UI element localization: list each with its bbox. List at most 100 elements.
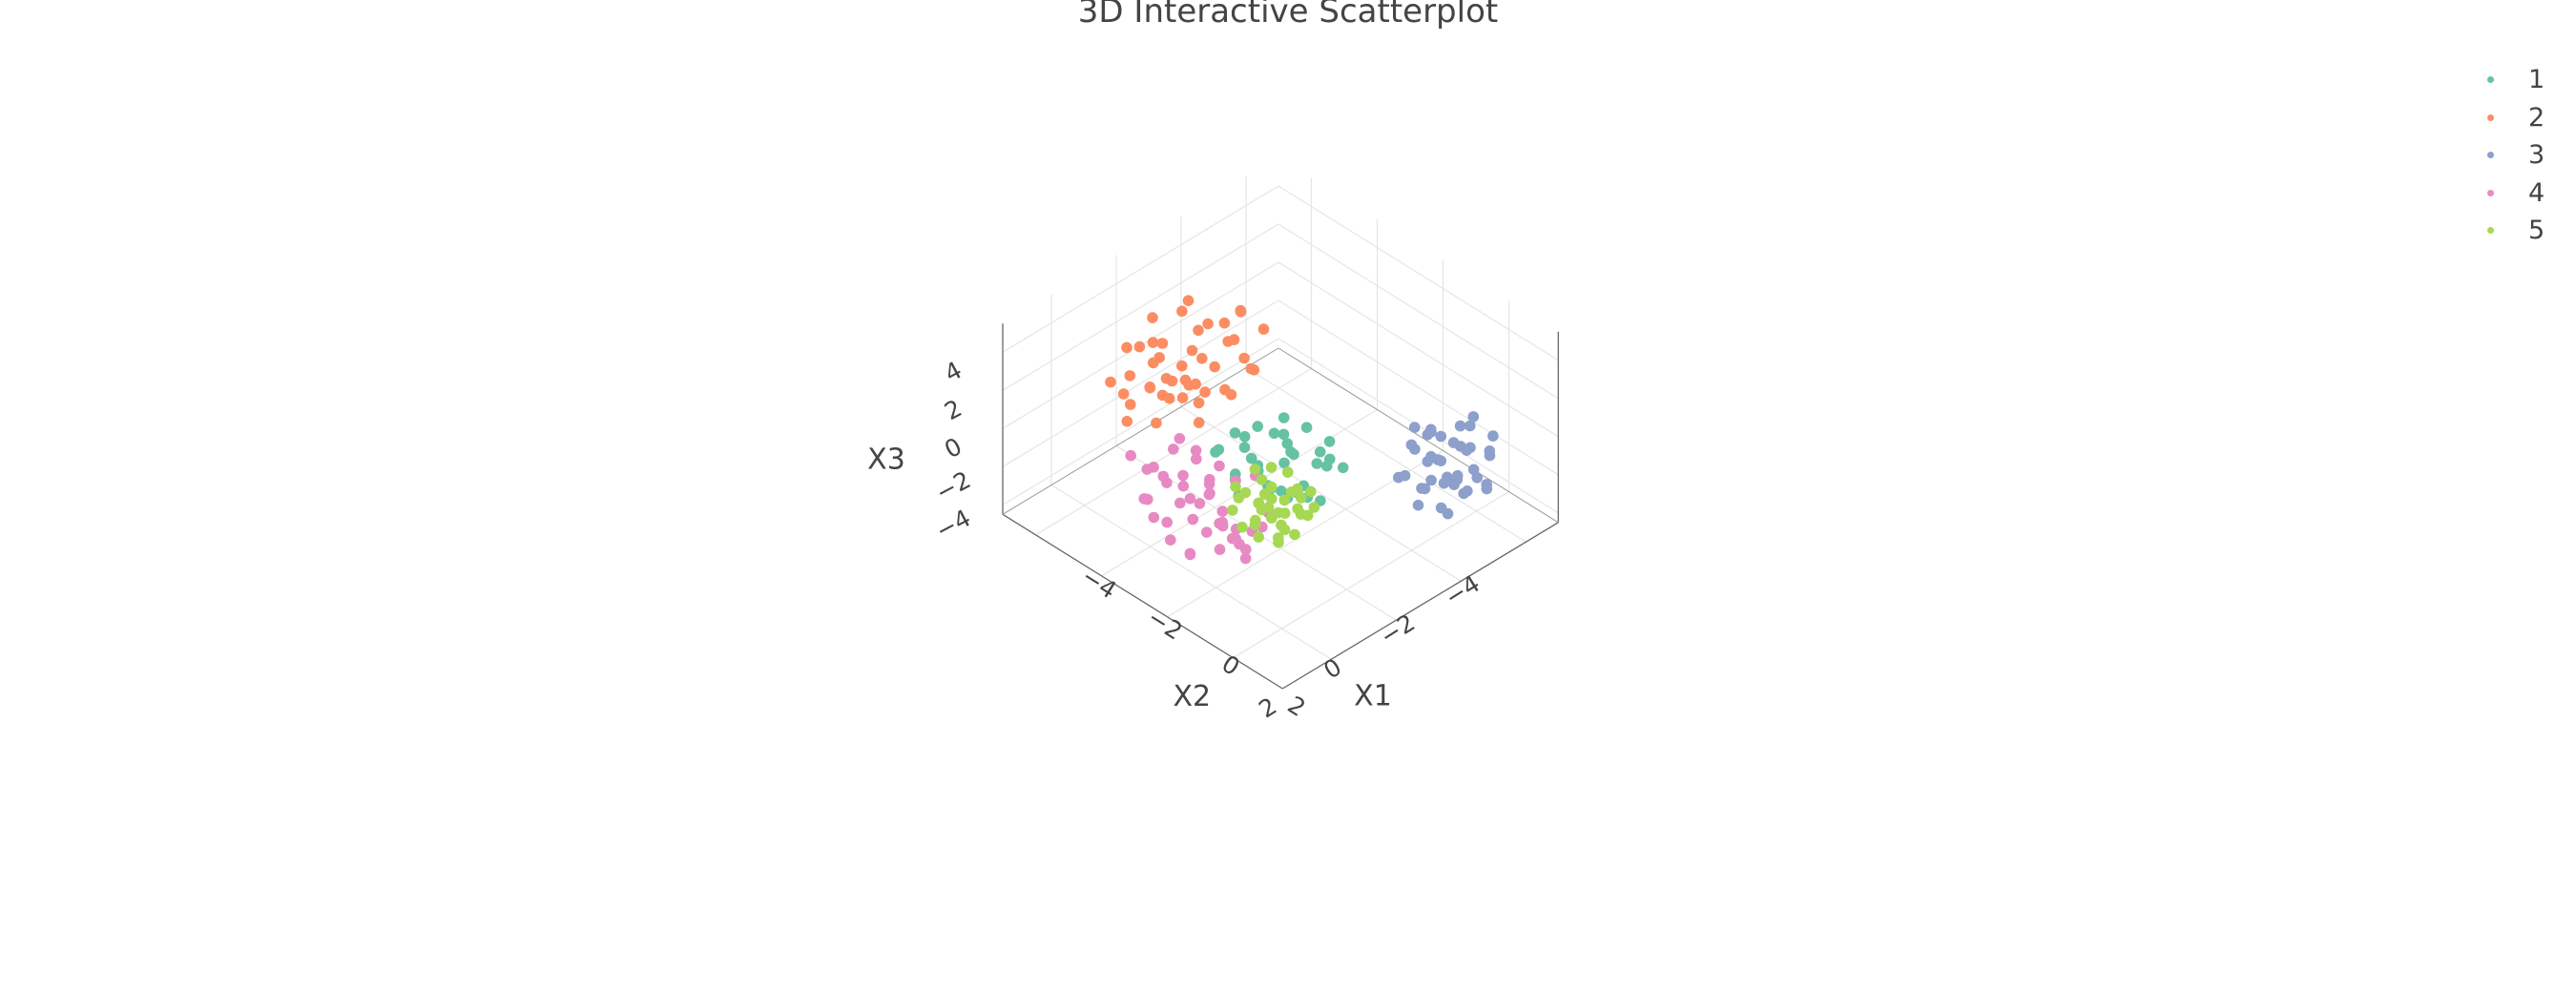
series-3 (1393, 411, 1499, 520)
data-point (1435, 455, 1447, 467)
data-point (1238, 352, 1250, 364)
axis-line-x1 (1002, 513, 1283, 690)
series-4 (1125, 433, 1275, 565)
data-point (1216, 505, 1229, 517)
data-point (1258, 488, 1271, 500)
legend-label: 5 (2528, 216, 2545, 246)
data-point (1295, 508, 1307, 520)
grid-line (1002, 338, 1279, 505)
data-point (1467, 411, 1480, 423)
data-point (1320, 460, 1333, 472)
data-point (1442, 471, 1453, 484)
data-point (1314, 446, 1326, 458)
data-point (1265, 481, 1278, 493)
data-point (1238, 442, 1251, 453)
legend-item-1[interactable]: 1 (2476, 61, 2571, 99)
data-point (1161, 516, 1173, 528)
data-point (1481, 479, 1492, 490)
data-point (1199, 386, 1211, 398)
data-point (1156, 338, 1169, 349)
x1-tick-label: 0 (1217, 650, 1245, 681)
axis-edge (1278, 347, 1559, 524)
data-point (1422, 456, 1434, 467)
data-point (1227, 505, 1238, 516)
data-point (1191, 453, 1202, 465)
data-point (1157, 470, 1170, 483)
data-point (1133, 340, 1146, 353)
x1-tick-label: 2 (1283, 691, 1311, 722)
data-point (1186, 344, 1198, 357)
x3-tick-label: 4 (940, 356, 966, 387)
grid-line (1002, 185, 1279, 353)
data-point (1176, 392, 1189, 403)
data-point (1276, 519, 1287, 531)
data-point (1465, 420, 1476, 432)
data-point (1174, 497, 1186, 509)
data-point (1182, 295, 1195, 307)
data-point (1166, 375, 1178, 387)
data-point (1124, 370, 1136, 382)
data-point (1222, 336, 1234, 347)
data-point (1218, 317, 1231, 329)
legend-item-4[interactable]: 4 (2476, 175, 2571, 213)
data-point (1425, 423, 1437, 436)
axis-edge (1002, 347, 1279, 515)
data-point (1238, 431, 1251, 443)
data-point (1168, 443, 1179, 455)
legend-item-3[interactable]: 3 (2476, 136, 2571, 175)
data-point (1278, 457, 1290, 469)
grid-line (1278, 261, 1559, 438)
data-point (1235, 304, 1246, 317)
legend[interactable]: 1 2 3 4 5 (2476, 61, 2571, 250)
data-point (1201, 526, 1213, 538)
data-point (1412, 499, 1424, 511)
legend-label: 2 (2528, 102, 2545, 133)
data-point (1177, 469, 1189, 482)
data-point (1236, 522, 1248, 533)
data-point (1462, 485, 1473, 497)
grid-line (1278, 299, 1559, 476)
grid-line (1245, 366, 1527, 543)
data-point (1187, 513, 1199, 526)
grid-line (1002, 299, 1279, 467)
x1-axis-title: X1 (1354, 679, 1392, 712)
data-point (1276, 485, 1287, 497)
data-point (1174, 433, 1186, 444)
data-point (1179, 374, 1192, 386)
data-point (1252, 421, 1263, 432)
x3-axis-title: X3 (867, 443, 905, 476)
data-point (1253, 531, 1264, 543)
legend-item-2[interactable]: 2 (2476, 99, 2571, 137)
data-point (1147, 337, 1159, 348)
grid-layer (1002, 176, 1559, 660)
data-point (1257, 323, 1270, 335)
data-point (1121, 416, 1133, 427)
data-point (1105, 376, 1116, 388)
data-point (1268, 427, 1280, 440)
data-point (1249, 519, 1261, 531)
data-point (1323, 436, 1336, 447)
series-5 (1227, 462, 1320, 548)
data-point (1144, 382, 1156, 394)
data-point (1484, 449, 1496, 462)
data-point (1210, 446, 1221, 458)
data-point (1285, 446, 1297, 458)
x2-tick-label: −4 (1440, 569, 1485, 611)
data-point (1265, 462, 1278, 473)
legend-item-5[interactable]: 5 (2476, 212, 2571, 250)
axis-line-x2 (1281, 522, 1559, 690)
data-point (1425, 474, 1437, 486)
data-point (1194, 498, 1206, 509)
legend-marker (2487, 76, 2494, 84)
data-point (1256, 474, 1268, 485)
data-point (1285, 486, 1298, 498)
data-point (1204, 473, 1215, 485)
legend-marker (2487, 152, 2494, 159)
data-point (1278, 412, 1290, 423)
data-point (1184, 493, 1196, 505)
data-point (1204, 487, 1215, 500)
x2-tick-label: 0 (1319, 653, 1346, 685)
